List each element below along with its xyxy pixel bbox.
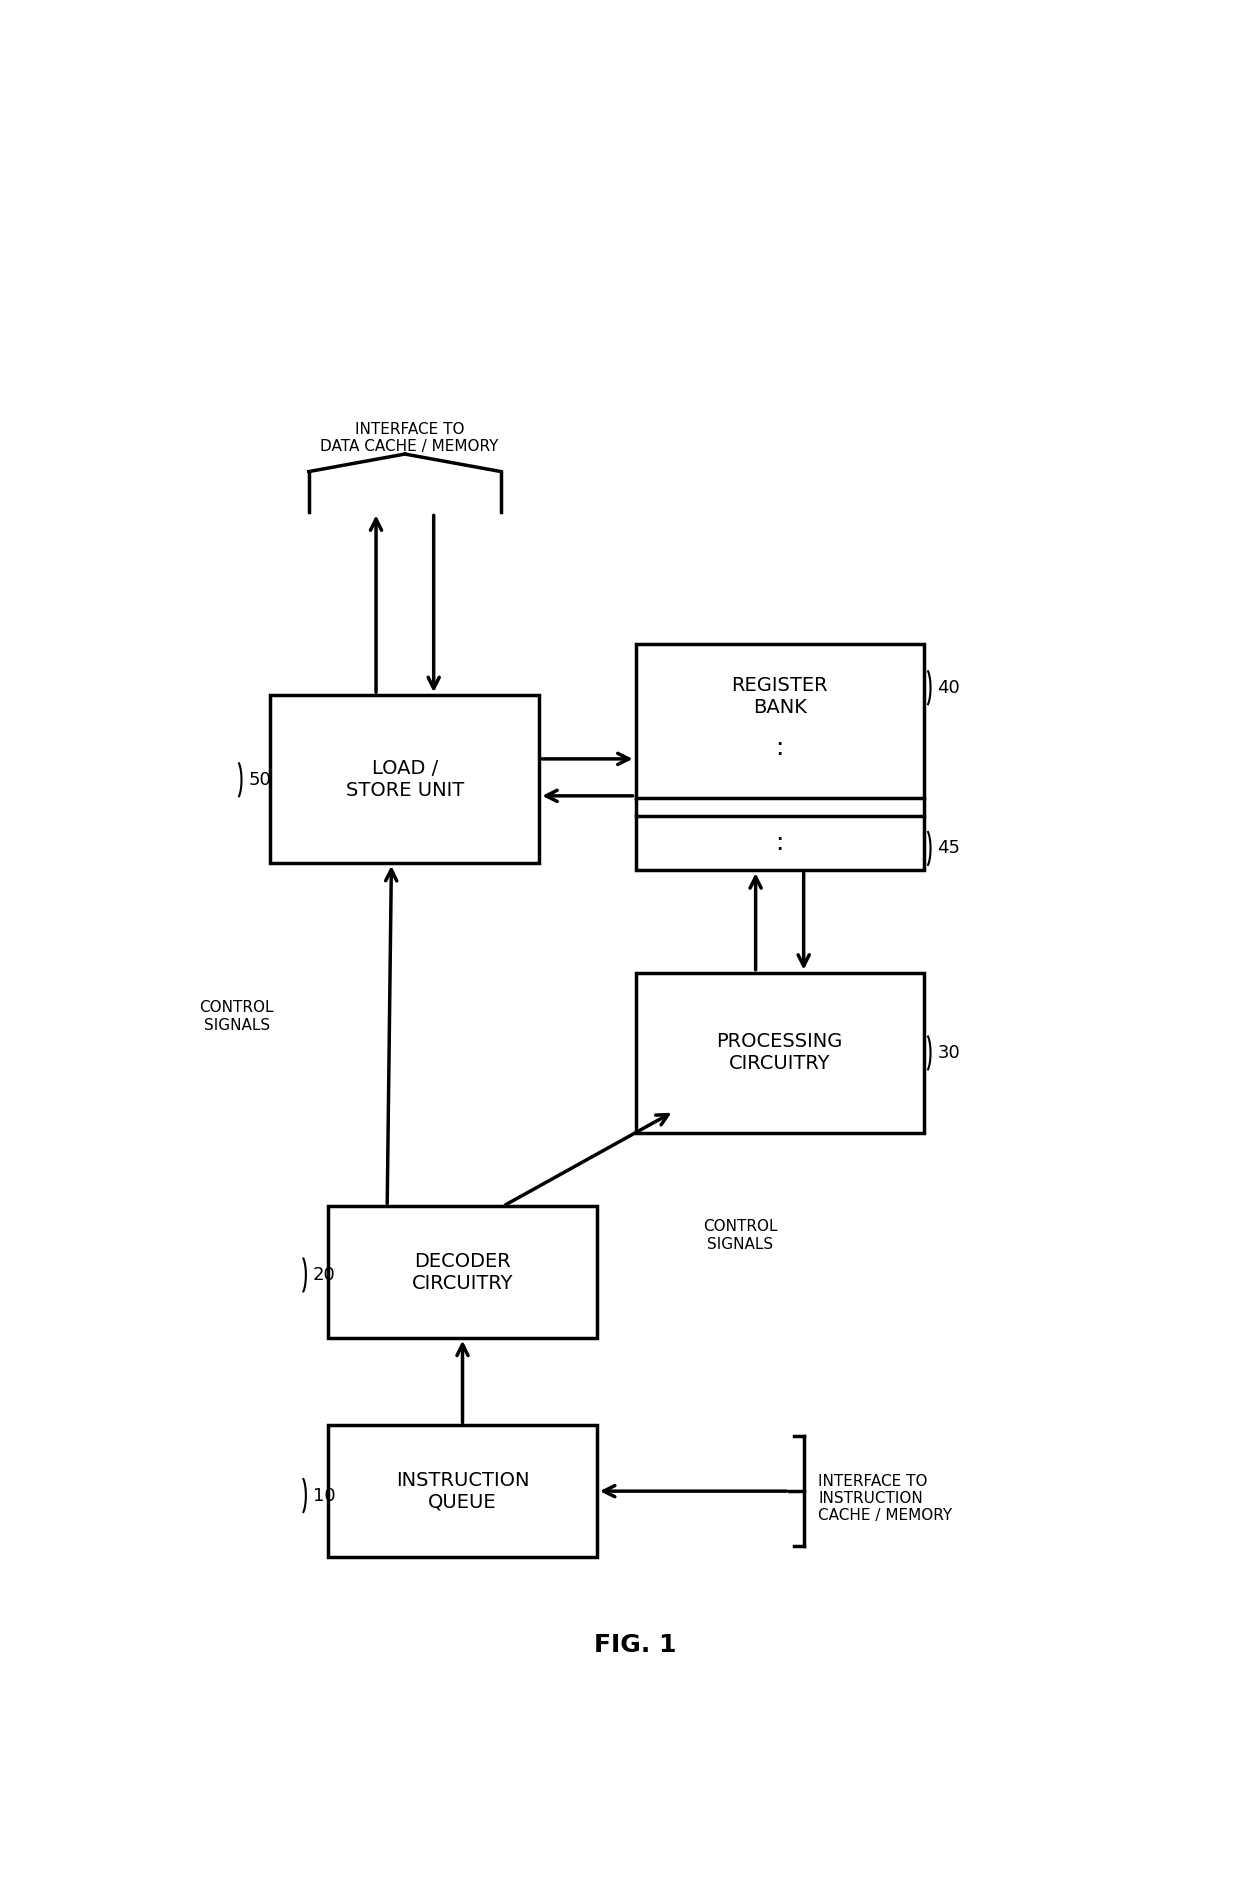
Bar <box>327 1425 598 1557</box>
Text: 20: 20 <box>312 1265 335 1284</box>
Text: 45: 45 <box>937 840 960 857</box>
Text: DECODER
CIRCUITRY: DECODER CIRCUITRY <box>412 1252 513 1292</box>
Text: REGISTER
BANK: REGISTER BANK <box>732 675 828 717</box>
Text: FIG. 1: FIG. 1 <box>594 1633 677 1656</box>
Text: 50: 50 <box>248 770 272 789</box>
Text: 30: 30 <box>937 1043 960 1062</box>
Text: INTERFACE TO
INSTRUCTION
CACHE / MEMORY: INTERFACE TO INSTRUCTION CACHE / MEMORY <box>818 1474 952 1523</box>
Text: INTERFACE TO
DATA CACHE / MEMORY: INTERFACE TO DATA CACHE / MEMORY <box>320 421 498 453</box>
Text: :: : <box>775 736 784 761</box>
Text: :: : <box>775 831 784 856</box>
Text: CONTROL
SIGNALS: CONTROL SIGNALS <box>703 1220 777 1252</box>
Text: 10: 10 <box>312 1487 335 1504</box>
Bar <box>635 973 924 1133</box>
Bar <box>270 694 539 863</box>
Text: INSTRUCTION
QUEUE: INSTRUCTION QUEUE <box>396 1470 529 1512</box>
Text: PROCESSING
CIRCUITRY: PROCESSING CIRCUITRY <box>717 1032 843 1074</box>
Text: LOAD /
STORE UNIT: LOAD / STORE UNIT <box>346 759 464 799</box>
Bar <box>635 643 924 871</box>
Bar <box>327 1206 598 1337</box>
Text: CONTROL
SIGNALS: CONTROL SIGNALS <box>200 1000 274 1032</box>
Text: 40: 40 <box>937 679 960 696</box>
